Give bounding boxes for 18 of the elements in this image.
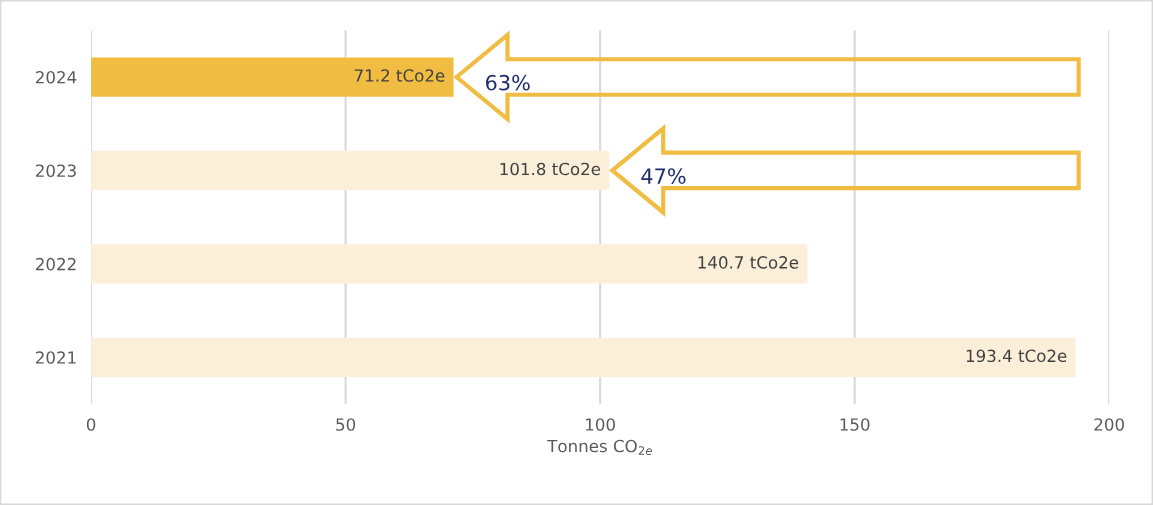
- y-tick-label: 2024: [36, 70, 77, 84]
- bar: [91, 244, 808, 284]
- bar: [91, 337, 1076, 377]
- x-tick-label: 200: [1094, 418, 1124, 431]
- annotation: 47%: [641, 168, 686, 184]
- x-tick-label: 150: [840, 418, 870, 431]
- x-tick-label: 50: [336, 418, 356, 431]
- annotation: 63%: [486, 74, 530, 91]
- x-axis-title: Tonnes CO$_{2e}$: [547, 439, 652, 456]
- x-tick-label: 100: [586, 418, 615, 431]
- y-tick-label: 2022: [36, 257, 76, 271]
- y-tick-label: 2023: [36, 164, 76, 178]
- data-label: 71.2 tCo2e: [354, 69, 445, 82]
- data-label: 140.7 tCo2e: [698, 256, 799, 269]
- y-tick-label: 2021: [36, 351, 76, 364]
- data-label: 101.8 tCo2e: [500, 162, 601, 176]
- data-label: 193.4 tCo2e: [966, 349, 1067, 363]
- x-tick-label: 0: [86, 418, 96, 431]
